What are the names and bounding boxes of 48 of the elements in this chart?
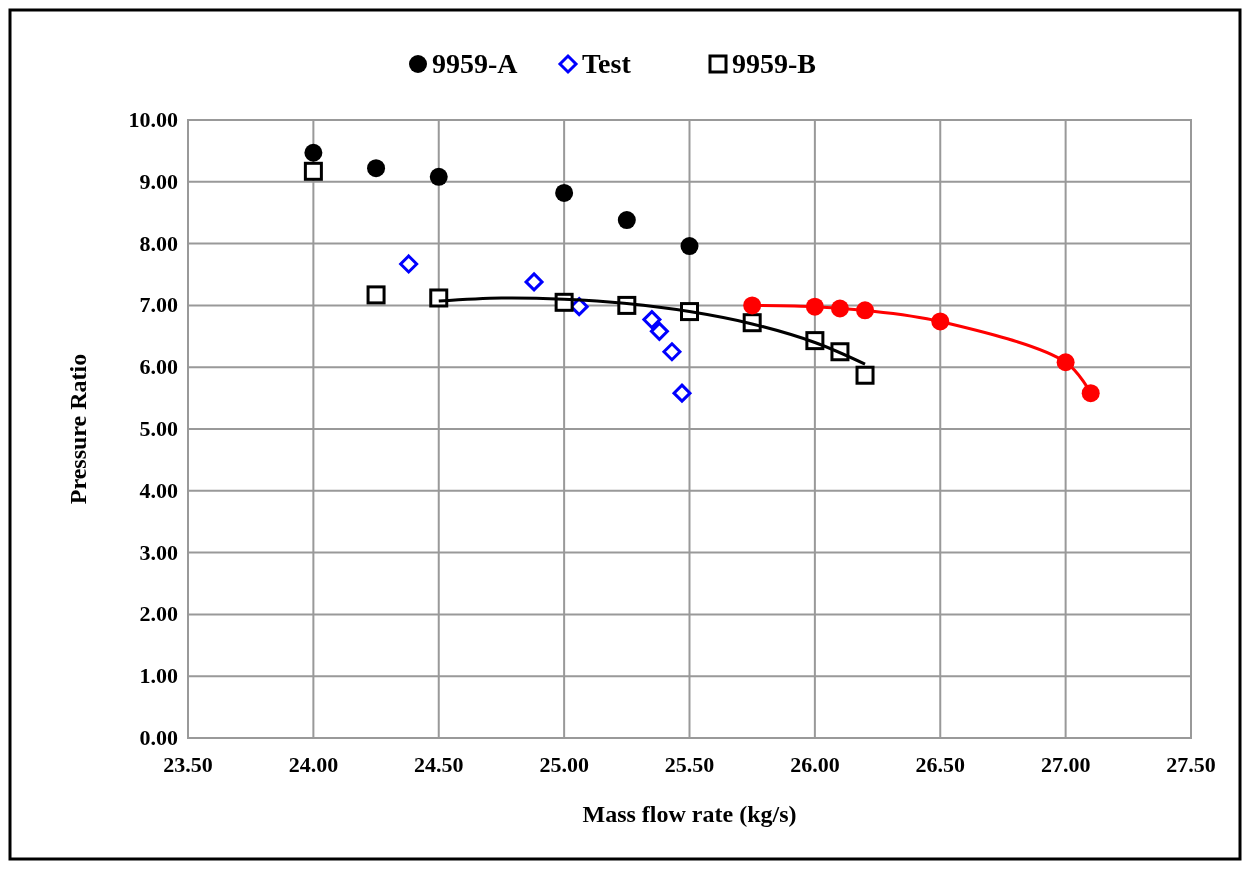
point — [805, 297, 824, 316]
legend-label: 9959-A — [432, 48, 519, 79]
point — [743, 296, 762, 315]
y-tick-label: 10.00 — [128, 107, 178, 132]
x-tick-label: 27.00 — [1040, 752, 1091, 777]
x-tick-label: 23.50 — [163, 752, 213, 777]
y-tick-label: 2.00 — [139, 601, 178, 627]
point — [830, 299, 849, 318]
point — [429, 288, 449, 308]
point — [524, 272, 544, 292]
point — [399, 254, 419, 274]
x-tick-label: 25.00 — [539, 752, 589, 777]
legend-label: 9959-B — [732, 48, 816, 79]
point — [931, 312, 950, 331]
y-axis-title: Pressure Ratio — [65, 353, 91, 505]
x-tick-label: 24.50 — [414, 752, 464, 777]
y-tick-label: 9.00 — [139, 168, 178, 194]
x-tick-label: 26.50 — [915, 752, 965, 777]
point — [617, 211, 636, 230]
y-tick-label: 6.00 — [139, 354, 178, 380]
y-tick-label: 7.00 — [139, 292, 178, 318]
y-tick-label: 5.00 — [139, 416, 178, 441]
legend-label: Test — [582, 48, 632, 79]
point — [304, 143, 323, 162]
point — [555, 183, 574, 202]
point — [367, 159, 386, 178]
x-tick-label: 24.00 — [288, 752, 339, 777]
point — [856, 301, 875, 320]
y-tick-label: 4.00 — [139, 477, 178, 503]
x-tick-label: 26.00 — [790, 752, 840, 777]
x-axis-title: Mass flow rate (kg/s) — [582, 801, 797, 827]
point — [680, 237, 699, 256]
x-tick-label: 25.50 — [664, 752, 715, 777]
point — [1081, 384, 1100, 403]
point — [649, 321, 669, 341]
x-tick-label: 27.50 — [1166, 752, 1216, 777]
point — [855, 365, 875, 385]
point — [662, 342, 682, 362]
y-tick-label: 1.00 — [139, 663, 178, 689]
y-tick-label: 8.00 — [139, 230, 178, 256]
y-tick-label: 0.00 — [139, 725, 178, 750]
point — [303, 161, 323, 181]
point — [672, 383, 692, 403]
point — [1056, 353, 1075, 372]
point — [429, 167, 448, 186]
point — [642, 310, 662, 330]
point — [366, 285, 386, 305]
y-tick-label: 3.00 — [139, 539, 178, 565]
